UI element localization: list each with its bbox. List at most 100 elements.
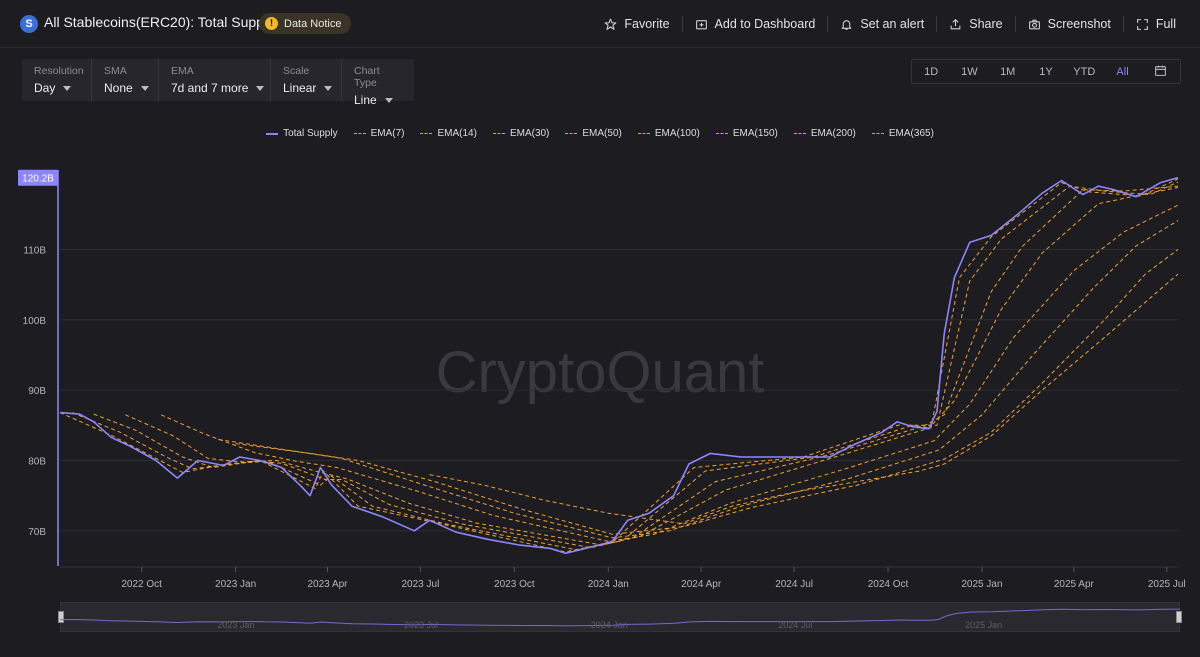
set-alert-button[interactable]: Set an alert	[827, 16, 936, 32]
x-tick-label: 2025 Jan	[961, 579, 1002, 590]
range-1m[interactable]: 1M	[1000, 65, 1016, 78]
chevron-down-icon	[384, 98, 393, 104]
legend-label: EMA(7)	[370, 128, 405, 139]
legend-item[interactable]: EMA(7)	[353, 128, 405, 139]
ema-value: 7d and 7 more	[171, 81, 249, 95]
x-tick-label: 2024 Apr	[681, 579, 722, 590]
y-tick-label: 100B	[23, 316, 47, 327]
range-1w[interactable]: 1W	[961, 65, 978, 78]
legend-item[interactable]: EMA(150)	[715, 128, 778, 139]
range-1d[interactable]: 1D	[924, 65, 939, 78]
x-tick-label: 2023 Apr	[307, 579, 348, 590]
x-tick-label: 2025 Apr	[1054, 579, 1095, 590]
series-line-ema	[218, 220, 1179, 539]
resolution-label: Resolution	[34, 65, 84, 77]
legend-item[interactable]: Total Supply	[266, 128, 338, 139]
add-to-dashboard-label: Add to Dashboard	[714, 17, 816, 31]
legend-item[interactable]: EMA(50)	[565, 128, 622, 139]
range-navigator[interactable]	[58, 602, 1182, 632]
favorite-button[interactable]: Favorite	[592, 16, 681, 32]
x-tick-label: 2022 Oct	[121, 579, 162, 590]
chevron-down-icon	[324, 86, 333, 92]
screenshot-button[interactable]: Screenshot	[1014, 16, 1123, 32]
legend-item[interactable]: EMA(14)	[420, 128, 477, 139]
resolution-select[interactable]: Resolution Day	[22, 59, 92, 101]
x-tick-label: 2023 Jul	[402, 579, 440, 590]
share-button[interactable]: Share	[936, 16, 1014, 32]
legend-label: EMA(200)	[810, 128, 856, 139]
resolution-value: Day	[34, 81, 56, 95]
legend-swatch	[353, 133, 366, 134]
scale-value: Linear	[283, 81, 317, 95]
chevron-down-icon	[140, 86, 149, 92]
series-line-ema	[93, 185, 1179, 549]
top-bar: S All Stablecoins(ERC20): Total Supply !…	[0, 0, 1200, 48]
x-tick-label: 2025 Jul	[1148, 579, 1186, 590]
legend-item[interactable]: EMA(365)	[871, 128, 934, 139]
header-actions: Favorite Add to Dashboard Set an alert S…	[592, 0, 1188, 48]
legend-label: EMA(50)	[582, 128, 622, 139]
range-ytd[interactable]: YTD	[1073, 65, 1096, 78]
current-value-badge	[18, 169, 58, 186]
navigator-right-handle[interactable]	[1176, 611, 1182, 623]
scale-select[interactable]: Scale Linear	[271, 59, 342, 101]
legend-item[interactable]: EMA(100)	[637, 128, 700, 139]
chevron-down-icon	[256, 86, 265, 92]
fullscreen-button[interactable]: Full	[1122, 16, 1188, 32]
calendar-button[interactable]	[1142, 64, 1180, 80]
y-tick-label: 110B	[23, 245, 46, 256]
add-to-dashboard-button[interactable]: Add to Dashboard	[681, 16, 828, 32]
legend-swatch	[793, 133, 806, 134]
legend-label: EMA(150)	[732, 128, 778, 139]
y-tick-label: 70B	[28, 527, 46, 538]
share-icon	[950, 18, 961, 29]
legend-label: EMA(14)	[437, 128, 477, 139]
chevron-down-icon	[63, 86, 72, 92]
legend-swatch	[871, 133, 884, 134]
series-line-total-supply	[59, 176, 1179, 555]
legend-swatch	[565, 133, 578, 134]
chart-type-select[interactable]: Chart Type Line	[342, 59, 414, 107]
ema-select[interactable]: EMA 7d and 7 more	[159, 59, 271, 101]
chart-controls: Resolution Day SMA None EMA 7d and 7 mor…	[22, 59, 414, 107]
series-line-ema	[429, 273, 1179, 525]
series-line-ema	[160, 204, 1179, 542]
legend-label: EMA(100)	[654, 128, 700, 139]
share-label: Share	[969, 17, 1003, 31]
scale-label: Scale	[283, 65, 310, 77]
calendar-icon	[1155, 65, 1167, 76]
set-alert-label: Set an alert	[860, 17, 925, 31]
y-tick-label: 80B	[28, 456, 46, 467]
range-1y[interactable]: 1Y	[1039, 65, 1053, 78]
camera-icon	[1028, 19, 1040, 29]
navigator-left-handle[interactable]	[58, 611, 64, 623]
favorite-label: Favorite	[624, 17, 670, 31]
fullscreen-icon	[1136, 18, 1148, 30]
legend-swatch	[492, 133, 505, 134]
legend-item[interactable]: EMA(200)	[793, 128, 856, 139]
data-notice-label: Data Notice	[284, 17, 342, 30]
x-tick-label: 2023 Jan	[215, 579, 256, 590]
chart-type-label: Chart Type	[354, 65, 380, 89]
watermark: CryptoQuant	[436, 340, 765, 405]
stablecoin-logo-icon: S	[20, 15, 38, 33]
chart-legend: Total Supply EMA(7) EMA(14) EMA(30) EMA(50) E…	[0, 128, 1200, 139]
chart-type-value: Line	[354, 93, 377, 107]
sma-select[interactable]: SMA None	[92, 59, 159, 101]
x-tick-label: 2023 Oct	[494, 579, 535, 590]
legend-item[interactable]: EMA(30)	[492, 128, 549, 139]
y-tick-label: 90B	[28, 386, 46, 397]
dashboard-add-icon	[695, 19, 707, 29]
legend-label: EMA(365)	[888, 128, 934, 139]
legend-swatch	[637, 133, 650, 134]
x-tick-label: 2024 Jan	[588, 579, 629, 590]
time-range-selector: 1D 1W 1M 1Y YTD All	[911, 59, 1181, 84]
range-all[interactable]: All	[1116, 65, 1129, 78]
star-icon	[604, 18, 617, 30]
legend-swatch	[420, 133, 433, 134]
sma-label: SMA	[104, 65, 127, 77]
data-notice-button[interactable]: ! Data Notice	[259, 13, 352, 34]
ema-label: EMA	[171, 65, 194, 77]
legend-label: Total Supply	[283, 128, 338, 139]
